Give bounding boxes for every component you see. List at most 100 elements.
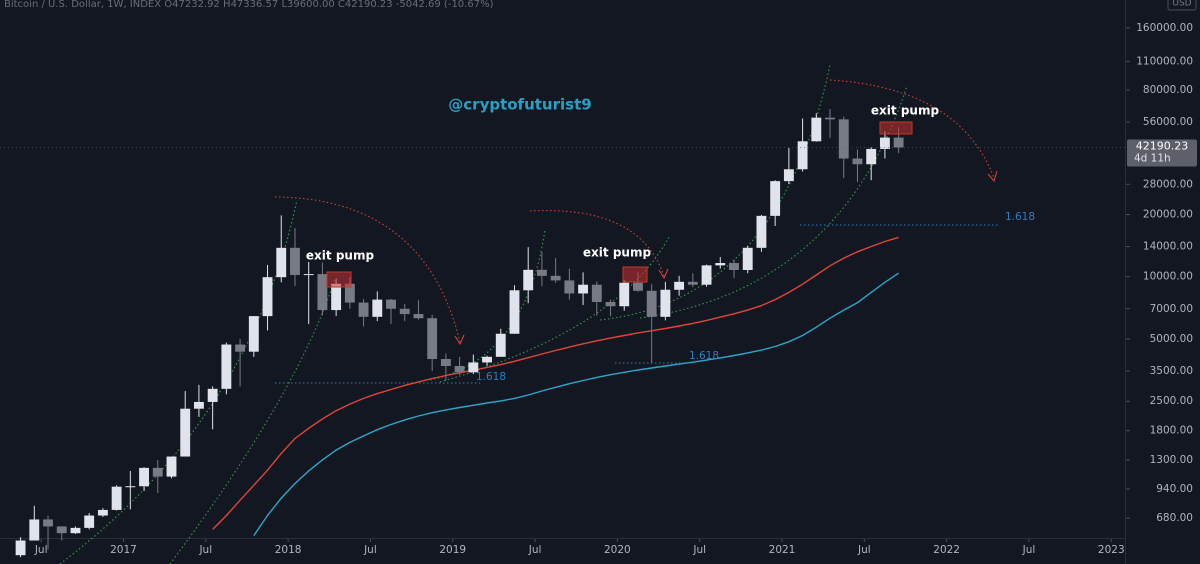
x-tick-label: Jul [692,544,706,556]
candle-body [440,359,451,367]
x-tick-label: Jul [857,544,871,556]
y-tick-label: 28000.00 [1143,178,1193,190]
arc-arrow [529,209,665,277]
exit-box [622,266,648,283]
candle-body [852,158,863,165]
exit-label: exit pump [583,246,652,260]
candle-body [756,215,767,248]
candle-body [825,117,835,120]
y-tick-label: 56000.00 [1143,116,1193,128]
arc-arrow [829,79,995,179]
candle-body [207,388,218,402]
moving-average-line [253,272,899,536]
y-tick-label: 14000.00 [1143,241,1193,253]
fib-label: 1.618 [1005,211,1035,223]
candle-body [372,299,383,317]
arrowhead [454,334,465,346]
arc-arrow [274,196,461,343]
candle-body [427,318,438,360]
y-tick-label: 7000.00 [1150,303,1193,315]
candle-body [468,362,479,373]
candle-body [523,269,534,291]
candle-body [509,290,520,334]
fib-label: 1.618 [476,371,506,383]
candle-body [276,247,287,278]
candle-body [399,308,410,315]
y-tick-label: 5000.00 [1150,333,1193,345]
watermark: @cryptofuturist9 [448,96,591,114]
candle-body [687,281,698,285]
x-tick-label: 2023 [1098,544,1125,556]
y-tick-label: 940.00 [1156,483,1193,495]
candle-body [797,141,808,170]
candle-body [482,356,492,363]
candle-body [56,526,67,534]
candle-body [619,282,630,307]
candle-body [674,281,685,290]
y-tick-label: 3500.00 [1150,365,1193,377]
candle-body [221,344,232,389]
candle-body [70,527,81,534]
arrowheads [454,170,998,346]
x-tick-label: Jul [1022,544,1036,556]
candle-body [29,519,40,541]
candle-body [344,283,355,303]
candle-body [536,269,547,276]
candle-body [84,515,95,528]
x-tick-label: Jul [34,544,48,556]
candle-body [879,137,890,149]
candle-body [139,467,149,487]
y-tick-label: 160000.00 [1136,22,1193,34]
price-tag [1127,139,1197,167]
x-tick-label: Jul [198,544,212,556]
currency-box [1167,0,1197,11]
candle-body [783,169,794,182]
exit-box [326,271,352,288]
candle-body [413,314,424,319]
y-tick-label: 80000.00 [1143,84,1193,96]
y-tick-label: 680.00 [1156,512,1193,524]
candle-body [701,265,712,285]
y-tick-label: 20000.00 [1143,208,1193,220]
candle-body [125,486,136,488]
candle-body [303,274,314,276]
y-tick-label: 2500.00 [1150,395,1193,407]
currency-label: USD [1172,0,1191,9]
x-tick-label: 2018 [275,544,302,556]
candle-body [262,277,273,317]
y-tick-label: 110000.00 [1136,55,1193,67]
candle-body [152,467,163,477]
candle-body [742,247,753,270]
candle-body [893,137,904,148]
growth-curve [439,234,671,383]
x-tick-label: Jul [528,544,542,556]
candle-body [454,366,465,373]
exit-label: exit pump [871,104,940,118]
candle-body [564,280,575,294]
candle-body [43,519,53,527]
candle-body [290,247,300,275]
candle-body [591,284,602,302]
arrowhead [987,170,998,183]
candle-body [180,408,191,457]
candle-body [358,302,369,317]
exit-box [879,121,913,135]
fib-label: 1.618 [689,350,719,362]
candle-body [97,509,108,516]
candle-body [811,117,822,142]
candle-body [317,274,328,311]
x-tick-label: 2020 [604,544,631,556]
x-tick-label: 2022 [933,544,960,556]
candle-body [495,333,506,357]
growth-curve [639,85,908,319]
countdown-label: 4d 11h [1134,152,1171,164]
candle-body [633,282,643,291]
candle-body [15,540,26,556]
candle-body [838,119,849,159]
candle-body [770,181,781,216]
candle-body [331,283,342,311]
candle-body [578,284,589,294]
y-tick-label: 1800.00 [1150,425,1193,437]
